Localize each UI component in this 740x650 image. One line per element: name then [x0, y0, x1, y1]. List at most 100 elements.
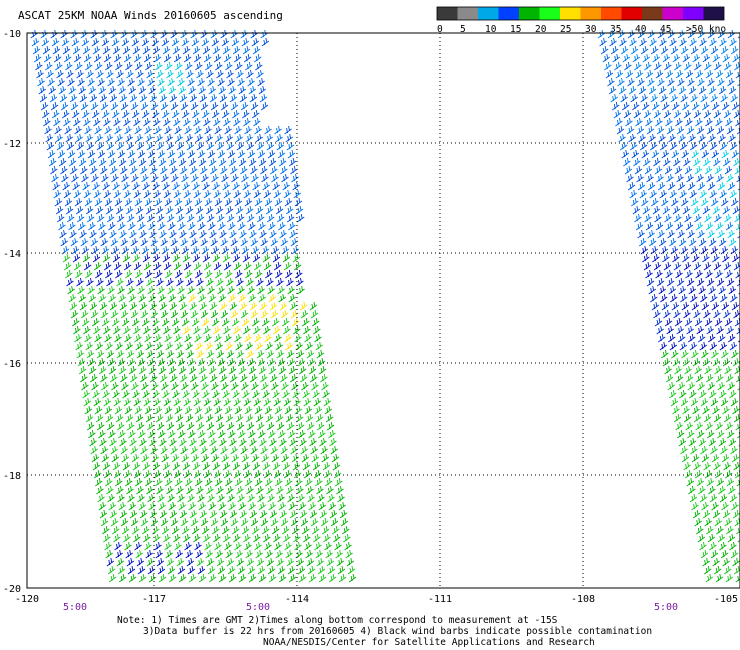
wind-barb — [129, 437, 137, 447]
wind-barb — [76, 349, 85, 359]
wind-barb — [217, 149, 226, 159]
wind-barb — [711, 453, 720, 463]
wind-barb — [666, 325, 674, 335]
wind-barb — [664, 317, 673, 327]
wind-barb — [216, 213, 225, 223]
wind-barb — [261, 173, 269, 183]
wind-barb — [637, 229, 645, 239]
wind-barb — [675, 117, 683, 127]
wind-barb — [175, 205, 184, 215]
wind-barb — [317, 493, 325, 503]
wind-barb — [669, 389, 677, 399]
wind-barb — [106, 485, 114, 495]
wind-barb — [326, 421, 335, 431]
wind-barb — [697, 381, 706, 391]
wind-barb — [333, 533, 341, 543]
wind-barb — [248, 293, 257, 303]
wind-barb — [674, 61, 682, 71]
wind-barb — [216, 349, 225, 359]
wind-barb — [220, 101, 229, 111]
colorbar-swatch — [560, 7, 581, 20]
wind-barb — [634, 61, 642, 71]
wind-barb — [143, 469, 152, 479]
wind-barb — [191, 245, 200, 255]
wind-barb — [136, 485, 144, 495]
wind-barb — [218, 293, 227, 303]
wind-barb — [258, 221, 266, 231]
wind-barb — [713, 157, 721, 167]
wind-barb — [118, 157, 127, 167]
wind-barb — [279, 509, 288, 519]
wind-barb — [227, 357, 236, 367]
wind-barb — [665, 221, 674, 231]
wind-barb — [310, 445, 318, 455]
colorbar-swatch — [437, 7, 458, 20]
wind-barb — [141, 109, 150, 119]
wind-barb — [666, 277, 675, 287]
wind-barb — [63, 117, 71, 127]
wind-barb — [138, 85, 147, 95]
wind-barb — [307, 565, 316, 575]
wind-barb — [702, 253, 710, 263]
wind-barb — [667, 181, 676, 191]
wind-barb — [141, 317, 150, 327]
wind-barb — [248, 573, 257, 583]
wind-barb — [113, 325, 121, 335]
wind-barb — [144, 333, 152, 343]
wind-barb — [190, 309, 199, 319]
wind-barb — [116, 349, 125, 359]
wind-barb — [694, 61, 702, 71]
wind-barb — [252, 45, 261, 55]
wind-barb — [308, 365, 317, 375]
wind-barb — [219, 509, 228, 519]
wind-barb — [135, 269, 143, 279]
wind-barb — [256, 485, 264, 495]
wind-barb — [280, 373, 288, 383]
wind-barb — [226, 349, 235, 359]
wind-barb — [328, 573, 337, 583]
wind-barb — [270, 237, 278, 247]
wind-barb — [125, 133, 133, 143]
wind-barb — [107, 493, 115, 503]
wind-barb — [276, 141, 285, 151]
wind-barb — [287, 149, 296, 159]
wind-barb — [264, 405, 273, 415]
wind-barb — [136, 213, 145, 223]
wind-barb — [645, 269, 653, 279]
wind-barb — [213, 261, 222, 271]
wind-barb — [171, 109, 180, 119]
wind-barb — [707, 333, 716, 343]
wind-barb — [113, 189, 122, 199]
wind-barb — [737, 535, 740, 543]
wind-barb — [188, 85, 197, 95]
wind-barb — [269, 229, 277, 239]
wind-barb — [252, 181, 260, 191]
wind-barb — [683, 109, 692, 119]
wind-barb — [625, 69, 634, 79]
wind-barb — [124, 197, 133, 207]
wind-barb — [120, 373, 128, 383]
wind-barb — [257, 77, 265, 87]
wind-barb — [198, 365, 207, 375]
wind-barb — [318, 501, 327, 511]
wind-barb — [308, 501, 317, 511]
wind-barb — [271, 317, 280, 327]
wind-barb — [116, 141, 125, 151]
wind-barb — [281, 453, 290, 463]
wind-barb — [222, 389, 230, 399]
wind-barb — [94, 197, 103, 207]
wind-barb — [235, 341, 243, 351]
wind-barb — [123, 397, 132, 407]
colorbar-swatch — [642, 7, 663, 20]
wind-barb — [155, 413, 164, 423]
wind-barb — [82, 181, 90, 191]
wind-barb — [47, 149, 56, 159]
wind-barb — [705, 269, 713, 279]
wind-barb — [733, 413, 740, 423]
wind-barb — [188, 157, 197, 167]
wind-barb — [203, 533, 211, 543]
wind-barb — [219, 93, 228, 103]
wind-barb — [45, 133, 53, 143]
wind-barb — [210, 165, 218, 175]
wind-barb — [130, 101, 139, 111]
